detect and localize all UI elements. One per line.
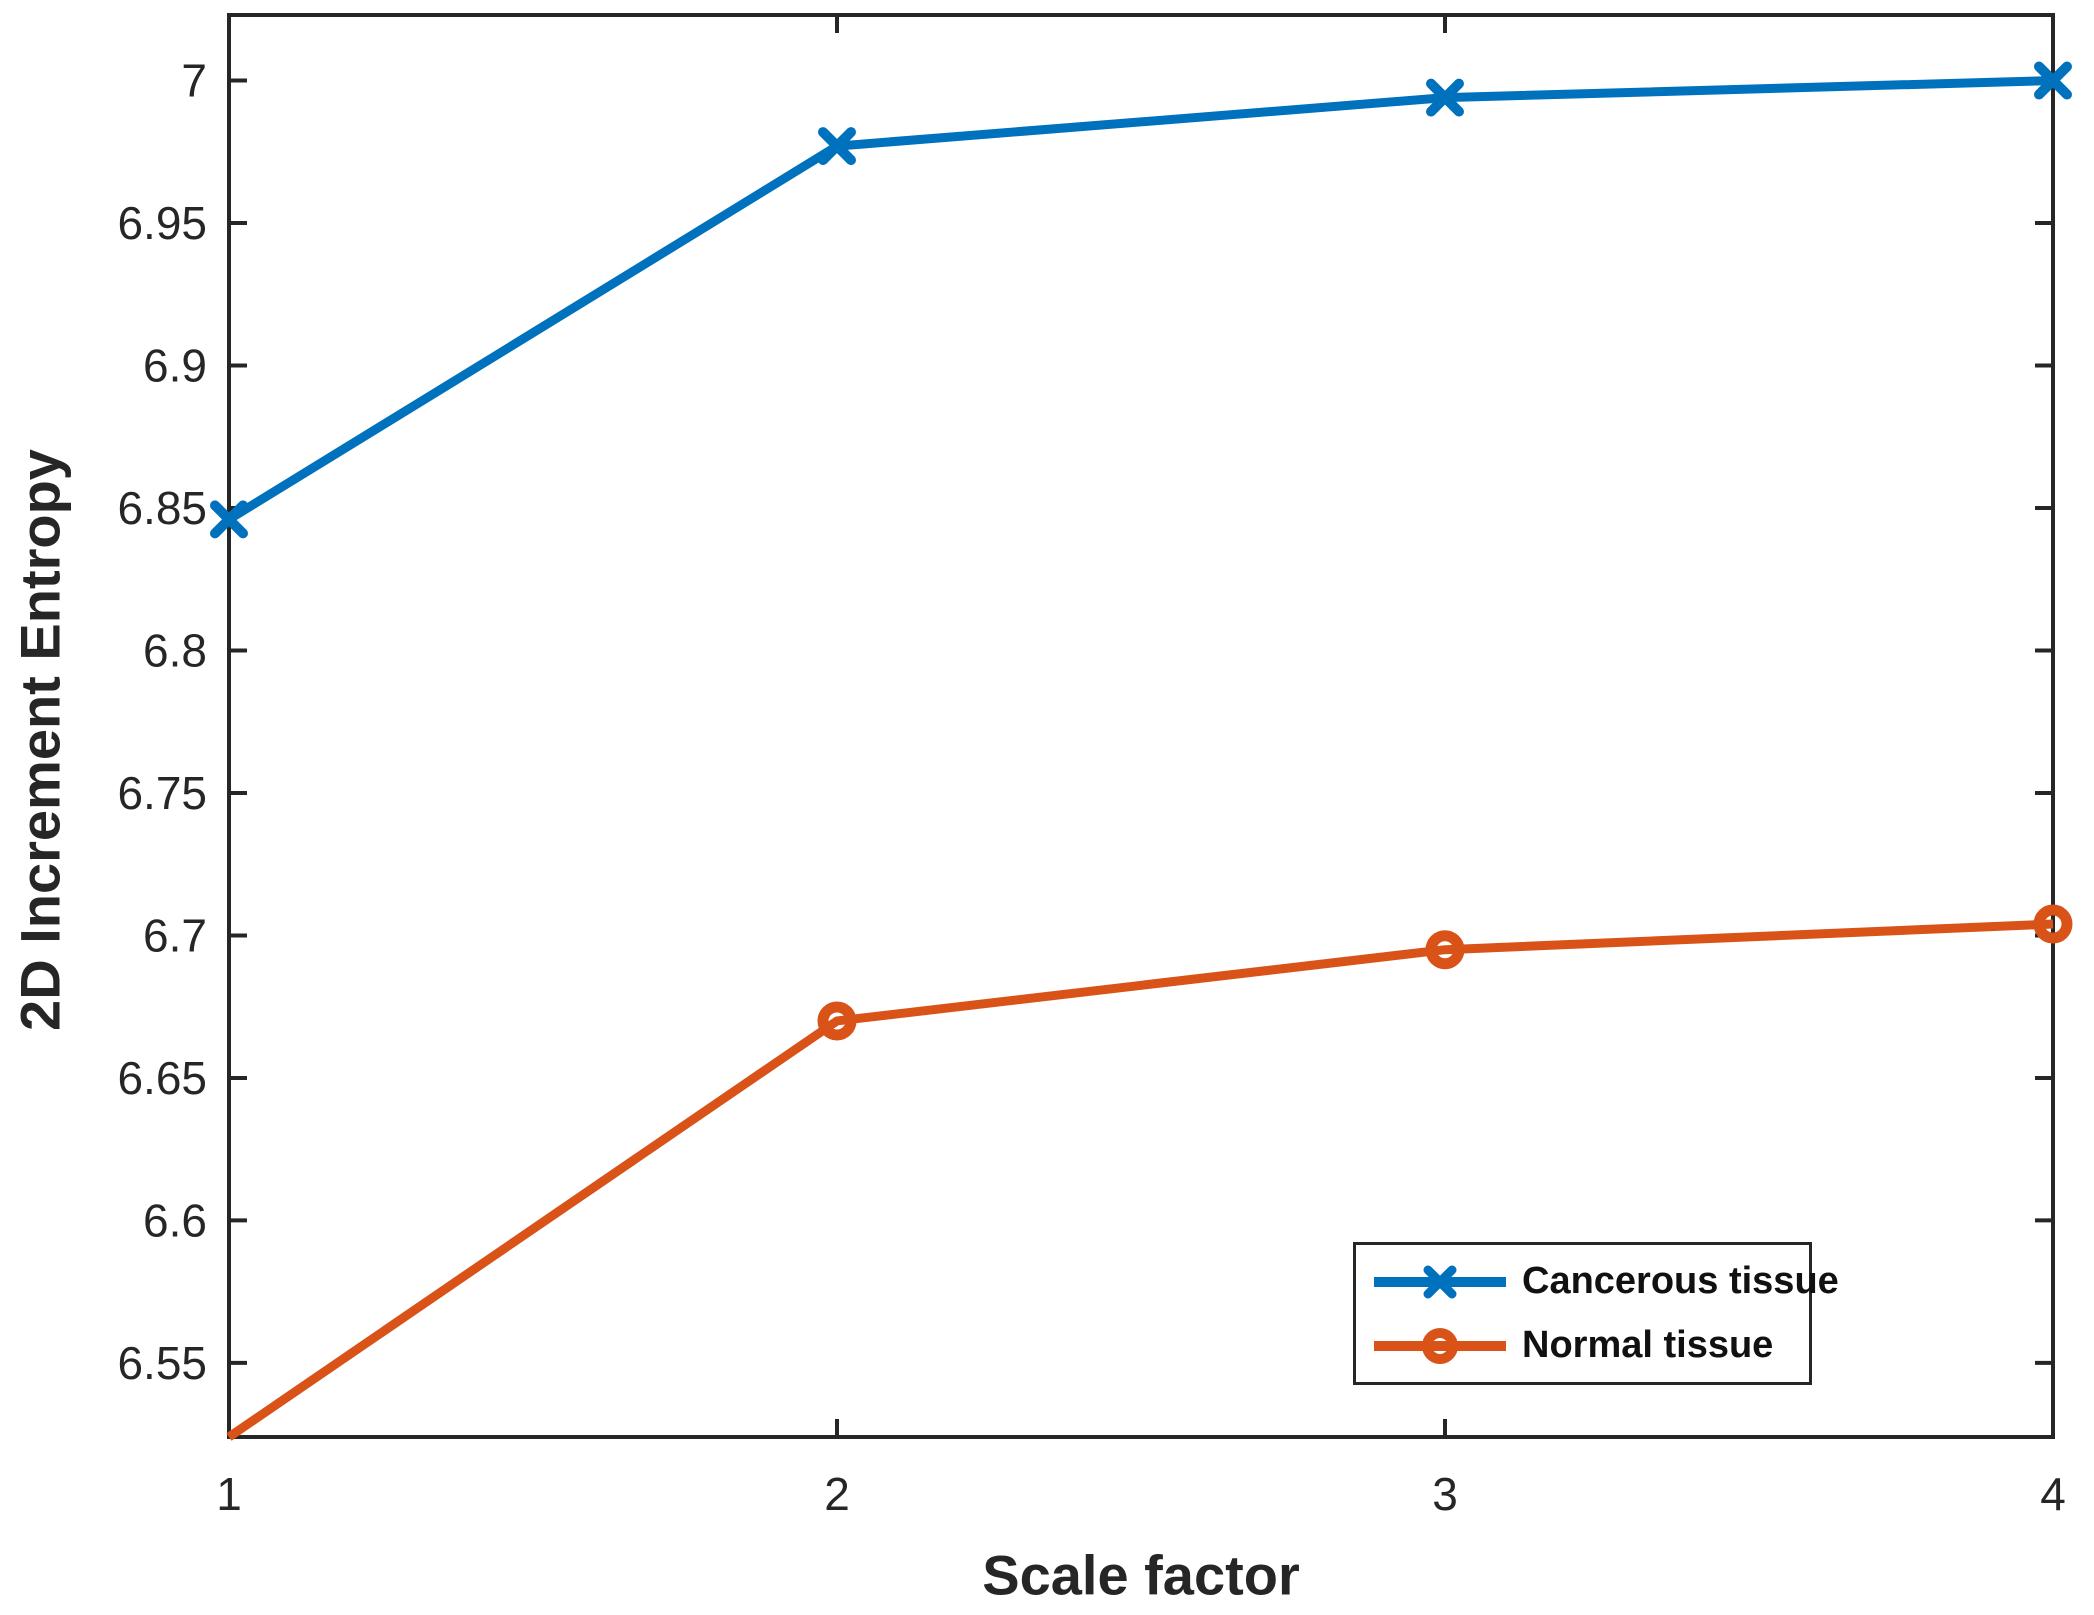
x-tick-label: 1 <box>216 1468 242 1520</box>
legend-label-normal: Normal tissue <box>1522 1324 1774 1366</box>
x-tick-label: 3 <box>1432 1468 1458 1520</box>
y-tick-label: 6.7 <box>143 909 207 961</box>
legend-label-cancerous: Cancerous tissue <box>1522 1260 1839 1302</box>
x-tick-label: 2 <box>824 1468 850 1520</box>
marker-x-cancerous <box>2034 61 2072 100</box>
marker-o-normal <box>2033 904 2073 944</box>
series-line-cancerous <box>226 76 2054 524</box>
y-axis-label: 2D Increment Entropy <box>8 449 72 1031</box>
legend-sample-cancerous-line-icon <box>1374 1265 1506 1298</box>
x-axis-label: Scale factor <box>982 1543 1300 1607</box>
y-tick-label: 6.75 <box>117 767 207 819</box>
plot-border <box>227 13 2055 1439</box>
legend-item-normal-tissue: Normal tissue <box>1370 1317 1809 1375</box>
series-line-normal <box>226 919 2054 1441</box>
marker-x-cancerous <box>1426 78 1464 117</box>
marker-o-normal <box>1425 930 1465 970</box>
marker-x-cancerous <box>818 127 856 166</box>
legend-item-cancerous-tissue: Cancerous tissue <box>1370 1253 1839 1311</box>
y-tick-label: 6.55 <box>117 1337 207 1389</box>
marker-o-normal <box>817 1001 857 1041</box>
y-tick-label: 6.6 <box>143 1194 207 1246</box>
legend: Cancerous tissue Normal tissue <box>1353 1242 1839 1385</box>
y-tick-label: 7 <box>181 55 207 107</box>
y-tick-label: 6.65 <box>117 1052 207 1104</box>
legend-marker <box>1422 1327 1458 1364</box>
y-tick-label: 6.95 <box>117 197 207 249</box>
y-tick-label: 6.9 <box>143 340 207 392</box>
y-tick-label: 6.85 <box>117 482 207 534</box>
legend-marker <box>1423 1265 1457 1298</box>
marker-x-cancerous <box>210 500 248 539</box>
y-tick-label: 6.8 <box>143 624 207 676</box>
x-tick-label: 4 <box>2040 1468 2066 1520</box>
legend-sample-normal-line-icon <box>1374 1327 1506 1364</box>
